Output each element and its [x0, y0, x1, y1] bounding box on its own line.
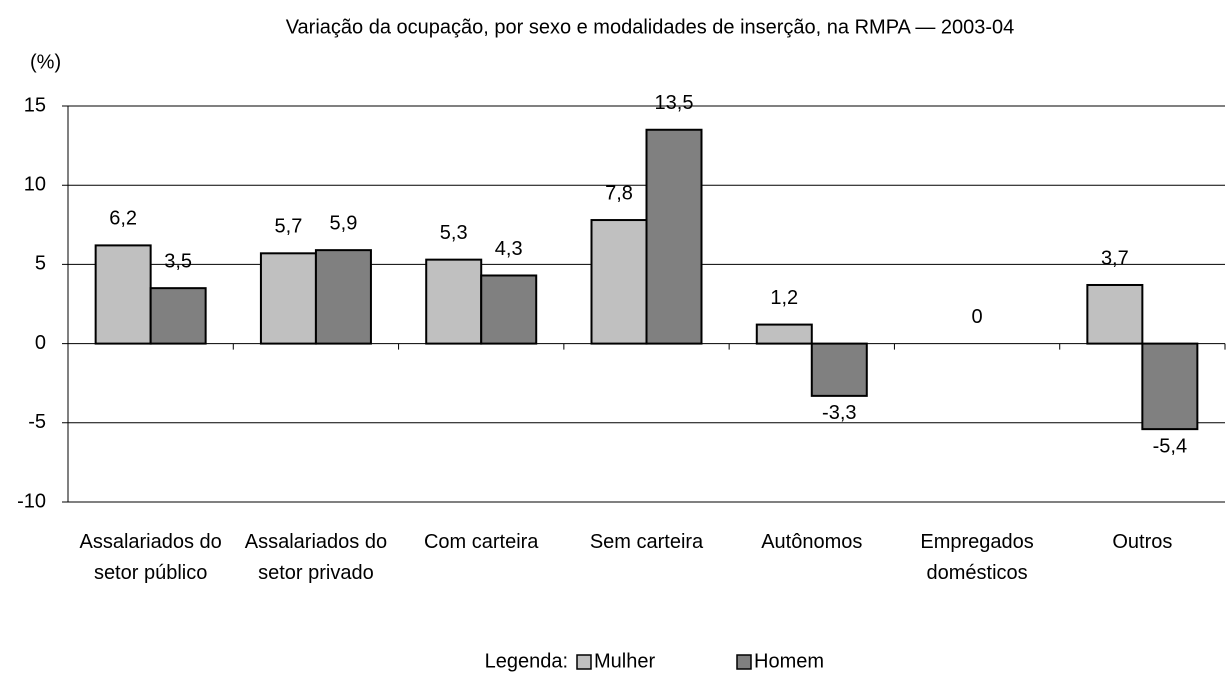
- legend-swatch: [576, 654, 592, 670]
- bar: [94, 244, 152, 345]
- value-label: 3,5: [164, 250, 192, 272]
- legend-title: Legenda:: [485, 650, 568, 672]
- bar: [590, 219, 648, 345]
- bar: [755, 323, 813, 345]
- bar: [314, 249, 372, 345]
- value-label: -5,4: [1153, 435, 1187, 457]
- value-label: 7,8: [605, 182, 633, 204]
- bar: [149, 287, 207, 345]
- bar: [480, 274, 538, 345]
- y-tick-label: 10: [24, 173, 46, 195]
- x-tick-label: Outros: [1112, 531, 1173, 553]
- value-label: 5,7: [275, 216, 303, 238]
- bar: [645, 128, 703, 345]
- bar: [425, 258, 483, 345]
- legend-label: Mulher: [594, 650, 655, 672]
- value-label: 13,5: [655, 92, 694, 114]
- legend-swatch: [736, 654, 752, 670]
- x-tick-label: Empregados domésticos: [920, 531, 1034, 584]
- y-tick-label: -5: [28, 411, 46, 433]
- legend-label: Homem: [754, 650, 824, 672]
- bar: [1141, 342, 1199, 431]
- x-tick-label: Sem carteira: [589, 531, 704, 553]
- x-tick-label: Assalariados do setor público: [79, 531, 222, 584]
- y-tick-label: 0: [35, 332, 46, 354]
- y-tick-label: -10: [17, 490, 46, 512]
- value-label: 1,2: [770, 287, 798, 309]
- bar: [810, 342, 868, 397]
- y-tick-label: 15: [24, 94, 46, 116]
- value-label: -3,3: [822, 402, 856, 424]
- x-tick-label: Assalariados do setor privado: [244, 531, 388, 584]
- y-tick-label: 5: [35, 253, 46, 275]
- value-label: 3,7: [1101, 247, 1129, 269]
- x-tick-label: Autônomos: [761, 531, 863, 553]
- chart-title: Variação da ocupação, por sexo e modalid…: [286, 16, 1015, 38]
- value-label: 5,9: [330, 212, 358, 234]
- value-label: 5,3: [440, 222, 468, 244]
- x-tick-label: Com carteira: [423, 531, 539, 553]
- value-label: 4,3: [495, 238, 523, 260]
- value-label: 6,2: [109, 208, 137, 230]
- bar: [1086, 283, 1144, 345]
- y-axis-label: (%): [30, 51, 61, 73]
- value-label: 0: [972, 306, 983, 328]
- bar: [259, 252, 317, 345]
